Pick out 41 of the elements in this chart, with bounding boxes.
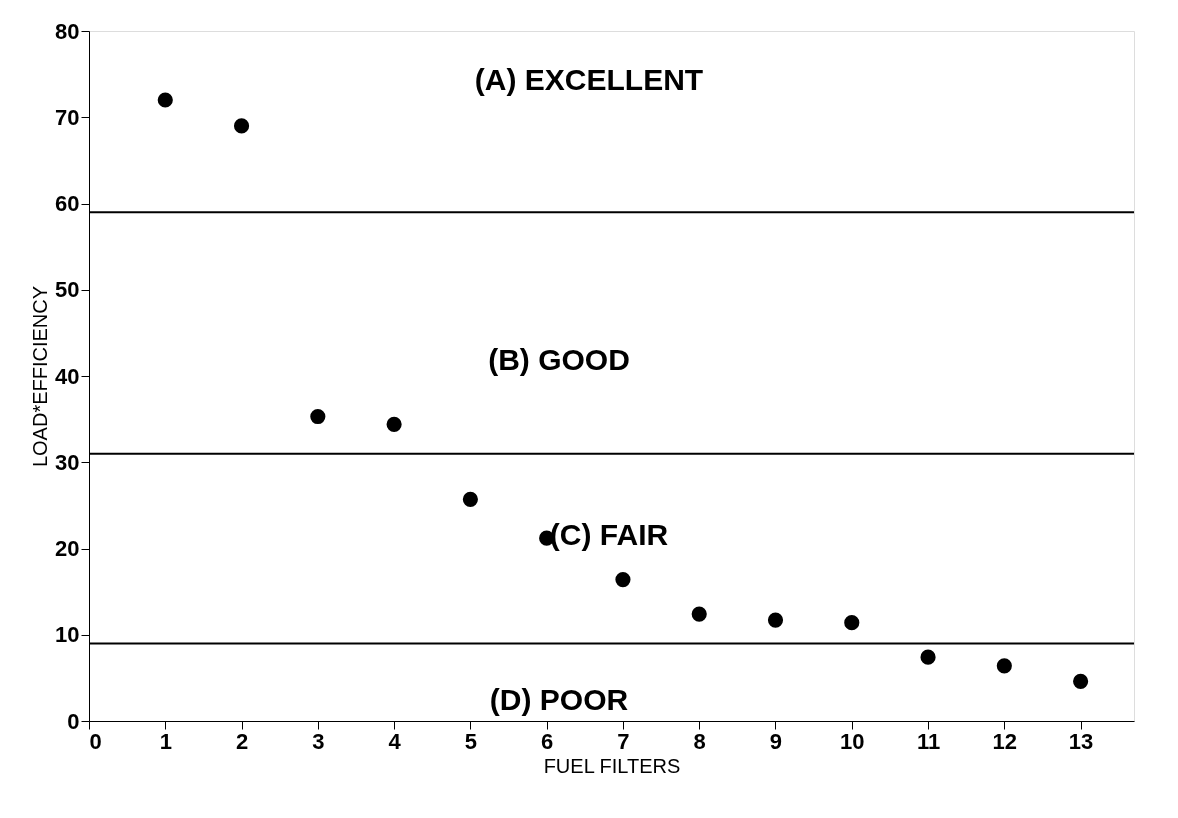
y-tick-label: 50 [55, 277, 80, 303]
x-tick-label: 9 [769, 728, 783, 754]
point [233, 118, 250, 134]
point [310, 408, 326, 425]
x-tick-label: 13 [1068, 728, 1094, 754]
x-tick-label: 8 [693, 728, 706, 754]
x-tick-label: 3 [312, 728, 325, 754]
point [615, 571, 631, 588]
point [462, 491, 478, 507]
x-tick-label: 5 [464, 728, 478, 754]
y-tick-label: 70 [55, 104, 80, 130]
y-tick-label: 30 [55, 449, 80, 475]
annotation: (B) GOOD [488, 343, 630, 376]
x-tick-label: 7 [617, 728, 630, 754]
point [386, 416, 402, 432]
y-axis-title: LOAD*EFFICIENCY [29, 285, 52, 468]
y-tick-label: 60 [55, 191, 80, 216]
x-tick-label: 2 [235, 728, 249, 754]
annotation: (C) FAIR [549, 518, 669, 551]
y-tick-label: 10 [55, 622, 80, 648]
y-tick-label: 20 [55, 536, 80, 561]
y-tick-label: 80 [55, 18, 80, 44]
x-tick-label: 6 [541, 728, 554, 754]
x-axis-title: FUEL FILTERS [543, 754, 681, 777]
y-tick-label: 0 [67, 708, 80, 734]
point [920, 649, 936, 665]
point [691, 606, 707, 622]
y-tick-label: 40 [55, 363, 80, 389]
x-tick-label: 11 [916, 728, 941, 754]
x-tick-label: 10 [840, 728, 865, 754]
point [996, 658, 1012, 674]
x-tick-label: 1 [159, 728, 172, 754]
point [1073, 673, 1089, 689]
x-tick-label: 0 [89, 728, 102, 754]
point [844, 615, 860, 631]
x-tick-label: 4 [388, 728, 402, 754]
point [767, 612, 784, 628]
annotation: (A) EXCELLENT [474, 63, 704, 96]
point [157, 92, 173, 108]
x-tick-label: 12 [992, 728, 1018, 754]
annotation: (D) POOR [489, 683, 629, 716]
